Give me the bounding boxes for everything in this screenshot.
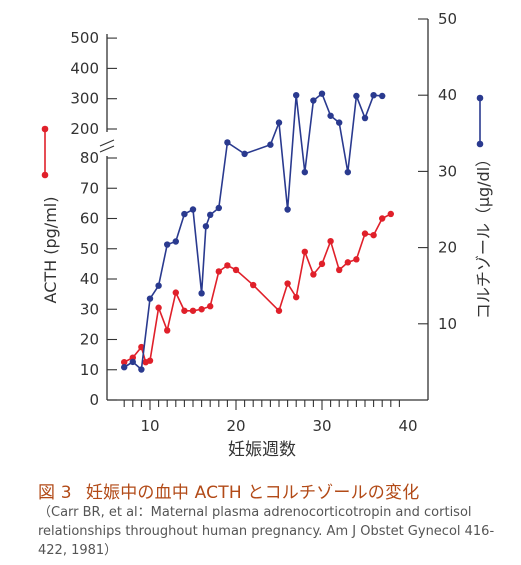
left-axis-ticks: 0 10 20 30 40 50 60 70 80 200 300 400 500	[70, 29, 117, 409]
left-tick-label: 80	[80, 149, 99, 167]
right-tick-label: 30	[438, 162, 457, 180]
cortisol-point	[241, 150, 248, 158]
cortisol-point	[336, 119, 343, 126]
acth-point	[284, 280, 291, 287]
acth-point	[189, 307, 197, 314]
acth-point	[121, 358, 128, 366]
right-tick-label: 40	[438, 86, 457, 104]
cortisol-point	[293, 92, 300, 99]
cortisol-point	[310, 97, 317, 104]
acth-point	[387, 210, 394, 218]
cortisol-point	[224, 139, 231, 146]
acth-point	[318, 260, 326, 268]
acth-legend-symbol	[41, 125, 49, 179]
cortisol-point	[275, 119, 283, 126]
left-tick-label: 500	[70, 29, 99, 47]
x-tick-label: 30	[312, 417, 331, 435]
cortisol-point	[138, 366, 145, 373]
axes	[99, 19, 429, 401]
axis-break-mark	[99, 139, 115, 153]
acth-point	[370, 231, 377, 239]
acth-point	[172, 289, 179, 296]
cortisol-point	[155, 282, 162, 289]
acth-line	[123, 213, 392, 364]
left-axis-label: ACTH (pg/ml)	[41, 197, 60, 304]
acth-point	[301, 248, 308, 255]
cortisol-point	[284, 206, 291, 213]
figure-number: 図 3	[38, 483, 72, 503]
cortisol-point	[121, 364, 128, 371]
cortisol-point	[361, 114, 369, 122]
cortisol-point	[202, 223, 210, 230]
cortisol-point	[129, 358, 136, 366]
right-axis-label: コルチゾール（μg/dl）	[474, 151, 493, 319]
x-tick-label: 10	[140, 417, 159, 435]
right-tick-label: 10	[438, 315, 457, 333]
cortisol-point	[172, 238, 179, 245]
cortisol-point	[215, 204, 222, 212]
cortisol-point	[301, 168, 308, 176]
x-axis-label: 妊娠週数	[228, 440, 296, 460]
acth-point	[344, 259, 351, 266]
cortisol-point	[189, 206, 197, 213]
left-tick-label: 200	[70, 120, 99, 138]
acth-point	[138, 343, 145, 351]
cortisol-point	[207, 211, 214, 219]
chart: 10 20 30 40 0 10 20 30 40 50 60 70 80 200 300 400 500 1…	[41, 10, 493, 460]
left-tick-label: 60	[80, 210, 99, 228]
cortisol-point	[344, 168, 351, 176]
left-tick-label: 50	[80, 240, 99, 258]
acth-point	[336, 266, 343, 274]
x-tick-label: 20	[226, 417, 245, 435]
acth-point	[181, 307, 188, 314]
acth-point	[232, 266, 240, 274]
left-tick-label: 70	[80, 179, 99, 197]
acth-point	[146, 357, 154, 364]
x-tick-label: 40	[398, 417, 417, 435]
left-tick-label: 400	[70, 59, 99, 77]
left-tick-label: 40	[80, 270, 99, 288]
left-tick-label: 10	[80, 361, 99, 379]
acth-point	[215, 268, 222, 275]
acth-point	[164, 327, 171, 334]
acth-point	[379, 215, 386, 222]
right-axis-ticks: 10 20 30 40 50	[418, 10, 457, 333]
cortisol-point	[327, 112, 334, 119]
left-tick-label: 20	[80, 331, 99, 349]
series-cortisol	[121, 90, 386, 373]
cortisol-point	[198, 290, 205, 297]
acth-point	[224, 262, 231, 269]
cortisol-point	[181, 210, 188, 218]
right-tick-label: 50	[438, 10, 457, 28]
cortisol-point	[267, 141, 274, 148]
x-axis-ticks: 10 20 30 40	[123, 400, 418, 435]
acth-point	[361, 230, 369, 237]
figure-citation: （Carr BR, et al：Maternal plasma adrenoco…	[38, 505, 495, 558]
acth-point	[275, 307, 283, 314]
acth-point	[198, 306, 205, 313]
acth-point	[293, 293, 300, 301]
right-tick-label: 20	[438, 239, 457, 257]
cortisol-point	[146, 295, 154, 302]
cortisol-point	[318, 90, 326, 97]
cortisol-point	[379, 92, 386, 100]
cortisol-point	[370, 92, 377, 99]
acth-point	[353, 256, 360, 263]
figure-title: 妊娠中の血中 ACTH とコルチゾールの変化	[85, 483, 420, 503]
left-tick-label: 0	[89, 391, 99, 409]
acth-point	[250, 281, 257, 289]
series-acth	[121, 210, 394, 366]
acth-point	[310, 271, 317, 278]
cortisol-legend-symbol	[476, 94, 484, 148]
figure-caption-title: 図 3 妊娠中の血中 ACTH とコルチゾールの変化	[38, 478, 419, 503]
cortisol-point	[353, 92, 360, 100]
left-tick-label: 30	[80, 300, 99, 318]
left-tick-label: 300	[70, 90, 99, 108]
acth-point	[155, 304, 162, 311]
cortisol-point	[164, 241, 171, 248]
cortisol-line	[123, 92, 383, 372]
acth-point	[327, 237, 334, 245]
acth-point	[207, 303, 214, 310]
